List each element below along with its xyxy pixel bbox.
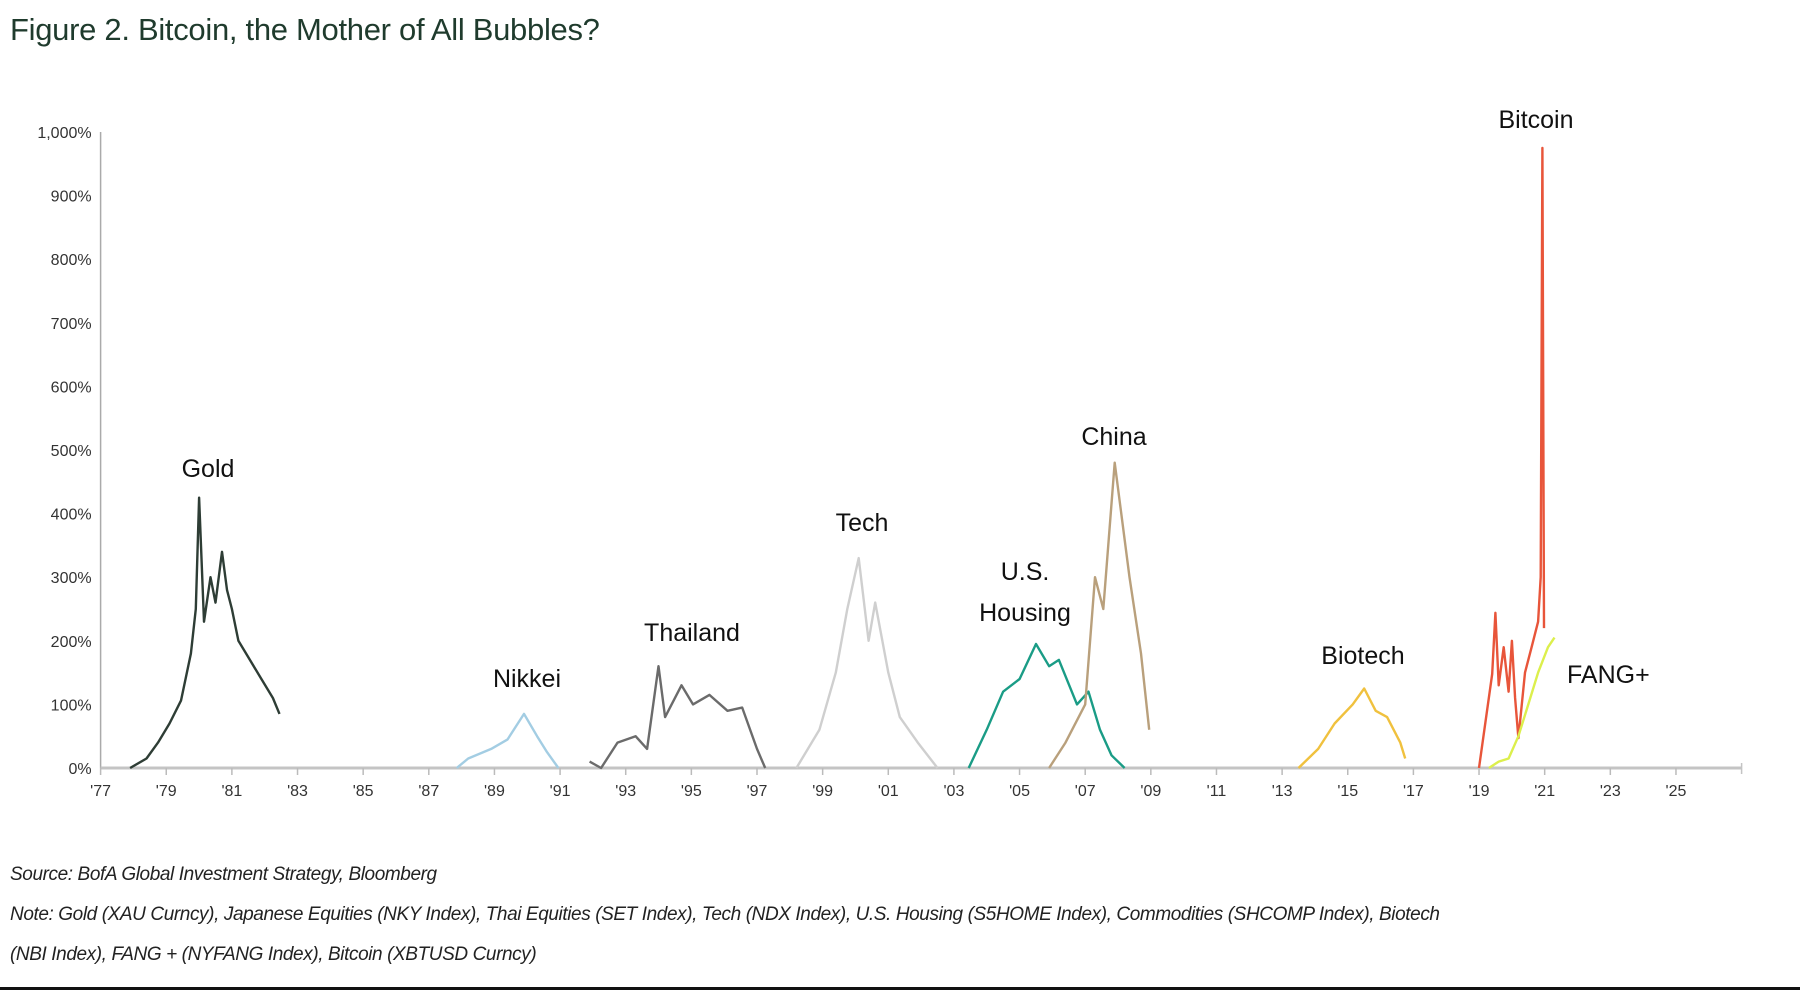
- bottom-rule: [0, 987, 1800, 990]
- x-tick-label: '03: [943, 783, 964, 800]
- x-tick-label: '23: [1600, 783, 1621, 800]
- series-lines: [129, 146, 1556, 770]
- x-tick-label: '95: [681, 783, 702, 800]
- x-tick-label: '19: [1469, 783, 1490, 800]
- x-tick-label: '99: [812, 783, 833, 800]
- x-tick-label: '87: [418, 783, 439, 800]
- series-label-tech: Tech: [836, 509, 889, 537]
- series-label-bitcoin: Bitcoin: [1498, 106, 1573, 134]
- series-label-gold: Gold: [182, 455, 235, 483]
- x-tick-label: '97: [747, 783, 768, 800]
- series-label-fang: FANG+: [1567, 661, 1650, 689]
- x-tick-label: '21: [1534, 783, 1555, 800]
- series-labels: Gold Nikkei Thailand Tech U.S. Housing China Bi…: [182, 106, 1650, 693]
- series-label-u-s-housing: U.S.: [1001, 558, 1050, 586]
- note-line-2: (NBI Index), FANG + (NYFANG Index), Bitc…: [10, 944, 537, 965]
- x-tick-label: '83: [287, 783, 308, 800]
- series-label-thailand: Thailand: [644, 619, 740, 647]
- x-tick-label: '11: [1207, 783, 1227, 800]
- series-label-u-s-housing: Housing: [979, 599, 1071, 627]
- series-label-nikkei: Nikkei: [493, 665, 561, 693]
- chart-title: Figure 2. Bitcoin, the Mother of All Bub…: [10, 12, 600, 47]
- x-tick-label: '93: [615, 783, 636, 800]
- series-line-u-s-housing: [967, 642, 1126, 769]
- x-tick-label: '01: [878, 783, 899, 800]
- y-tick-label: 300%: [51, 570, 92, 587]
- x-tick-label: '91: [550, 783, 571, 800]
- source-note: Source: BofA Global Investment Strategy,…: [10, 864, 437, 885]
- series-label-china: China: [1081, 423, 1146, 451]
- series-line-china: [1048, 461, 1151, 769]
- series-line-biotech: [1297, 687, 1407, 769]
- y-tick-label: 600%: [51, 379, 92, 396]
- note-line-1: Note: Gold (XAU Curncy), Japanese Equiti…: [10, 904, 1440, 925]
- x-tick-label: '07: [1075, 783, 1096, 800]
- series-line-thailand: [589, 665, 767, 770]
- x-tick-label: '79: [156, 783, 177, 800]
- series-line-nikkei: [455, 712, 560, 769]
- x-tick-label: '17: [1403, 783, 1424, 800]
- y-tick-label: 700%: [51, 316, 92, 333]
- y-tick-label: 900%: [51, 189, 92, 206]
- series-line-tech: [795, 556, 939, 769]
- y-tick-label: 1,000%: [37, 125, 91, 142]
- x-tick-label: '89: [484, 783, 505, 800]
- series-line-bitcoin: [1477, 146, 1546, 769]
- y-tick-label: 200%: [51, 634, 92, 651]
- axes: 0% 100% 200% 300% 400% 500% 600% 700% 800% 900% 1,…: [37, 125, 1743, 800]
- series-line-fang: [1488, 636, 1556, 770]
- y-tick-label: 500%: [51, 443, 92, 460]
- x-tick-label: '13: [1272, 783, 1293, 800]
- y-tick-label: 100%: [51, 697, 92, 714]
- series-label-biotech: Biotech: [1321, 642, 1404, 670]
- x-tick-label: '15: [1337, 783, 1358, 800]
- x-tick-label: '09: [1140, 783, 1161, 800]
- y-tick-label: 800%: [51, 252, 92, 269]
- x-tick-label: '77: [90, 783, 111, 800]
- x-tick-label: '81: [221, 783, 242, 800]
- x-tick-label: '05: [1009, 783, 1030, 800]
- series-line-gold: [129, 496, 281, 770]
- x-tick-label: '85: [353, 783, 374, 800]
- x-tick-label: '25: [1666, 783, 1687, 800]
- y-tick-label: 400%: [51, 507, 92, 524]
- y-tick-label: 0%: [68, 761, 91, 778]
